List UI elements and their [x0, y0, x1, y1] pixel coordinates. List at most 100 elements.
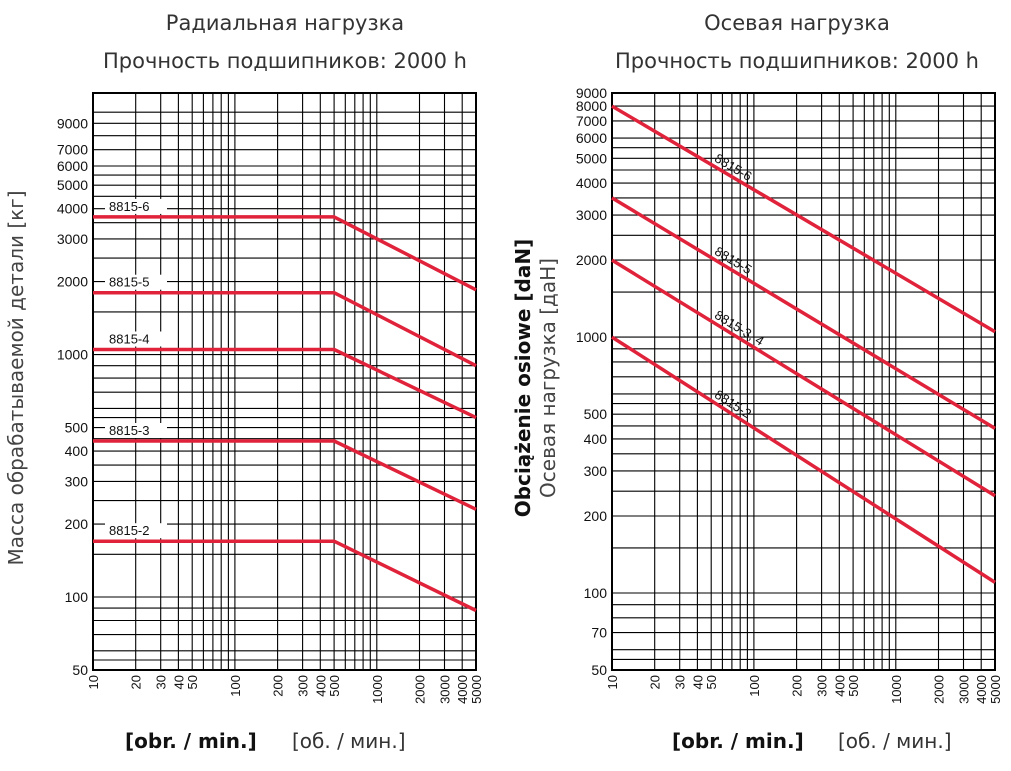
radial-series-line [93, 347, 477, 420]
axial-y-axis-label-bold: Obciążenie osiowe [daN] [511, 239, 535, 517]
axial-series-line [611, 258, 996, 498]
axial-y-tick-label: 70 [591, 625, 607, 641]
axial-x-tick-label: 30 [673, 675, 688, 689]
axial-chart-subtitle: Прочность подшипников: 2000 h [615, 49, 979, 73]
axial-y-tick-label: 5000 [576, 150, 607, 166]
radial-y-tick-label: 6000 [57, 158, 88, 174]
radial-chart-title: Радиальная нагрузка [166, 11, 404, 35]
axial-grid [611, 92, 996, 671]
radial-series-line [93, 539, 477, 613]
axial-x-tick-label: 3000 [957, 675, 972, 704]
axial-plot-frame [611, 92, 996, 671]
axial-y-axis-label-thin: Осевая нагрузка [даН] [536, 258, 560, 498]
radial-x-tick-label: 300 [296, 675, 311, 697]
axial-y-tick-label: 100 [584, 585, 608, 601]
axial-series-lines [611, 104, 996, 584]
radial-y-tick-label: 1000 [57, 347, 88, 363]
radial-series-line [93, 215, 477, 292]
radial-series-label: 8815-4 [109, 332, 149, 347]
radial-series-label: 8815-6 [109, 199, 149, 214]
axial-x-tick-label: 20 [648, 675, 663, 689]
radial-y-tick-label: 2000 [57, 274, 88, 290]
radial-y-tick-label: 50 [72, 662, 88, 678]
axial-x-tick-label: 2000 [932, 675, 947, 704]
radial-x-axis-label-bold: [obr. / min.] [125, 729, 257, 753]
radial-plot-frame [92, 92, 477, 671]
radial-series-labels: 8815-6 8815-5 8815-4 8815-3 8815-2 [105, 198, 167, 539]
axial-x-axis-label-bold: [obr. / min.] [672, 729, 804, 753]
radial-x-tick-label: 100 [228, 675, 243, 697]
axial-y-tick-label: 4000 [576, 175, 607, 191]
axial-x-tick-label: 200 [790, 675, 805, 697]
axial-y-tick-label: 200 [584, 508, 608, 524]
axial-y-axis-label: Obciążenie osiowe [daN] [511, 239, 535, 517]
radial-y-tick-labels: 50 100 200 300 400 500 1000 2000 3000 4000 5000 600… [57, 115, 88, 678]
axial-load-chart: Осевая нагрузка Прочность подшипников: 2… [511, 11, 1003, 753]
radial-x-tick-label: 200 [271, 675, 286, 697]
radial-series-label-bg [105, 331, 167, 347]
axial-y-tick-label: 1000 [576, 329, 607, 345]
radial-series-line [93, 439, 477, 511]
axial-y-tick-label: 6000 [576, 130, 607, 146]
axial-y-tick-label: 8000 [576, 98, 607, 114]
radial-y-tick-label: 7000 [57, 142, 88, 158]
radial-y-tick-label: 200 [65, 516, 89, 532]
axial-y-tick-label: 300 [584, 463, 608, 479]
radial-series-label: 8815-5 [109, 275, 149, 290]
axial-x-tick-label: 100 [747, 675, 762, 697]
radial-y-tick-label: 4000 [57, 201, 88, 217]
radial-x-tick-label: 30 [154, 675, 169, 689]
axial-x-tick-label: 50 [704, 675, 719, 689]
radial-y-axis-label: Масса обрабатываемой детали [кг] [4, 190, 28, 565]
radial-x-tick-label: 3000 [438, 675, 453, 704]
radial-x-tick-label: 5000 [469, 675, 484, 704]
radial-x-tick-label: 40 [171, 675, 186, 689]
radial-series-label-bg [105, 274, 167, 290]
axial-x-tick-label: 4000 [974, 675, 989, 704]
axial-series-line [611, 104, 996, 334]
axial-x-axis-label-thin: [об. / мин.] [838, 729, 952, 753]
axial-y-tick-label: 3000 [576, 207, 607, 223]
axial-x-tick-label: 300 [815, 675, 830, 697]
radial-series-label: 8815-2 [109, 523, 149, 538]
radial-x-tick-label: 1000 [370, 675, 385, 704]
axial-y-tick-label: 500 [584, 406, 608, 422]
radial-x-tick-label: 20 [129, 675, 144, 689]
radial-y-tick-label: 5000 [57, 177, 88, 193]
radial-x-axis-label-thin: [об. / мин.] [292, 729, 406, 753]
radial-x-tick-label: 4000 [455, 675, 470, 704]
radial-series-label: 8815-3 [109, 423, 149, 438]
radial-series-line [93, 290, 477, 368]
radial-y-tick-label: 300 [65, 473, 89, 489]
axial-series-line [611, 335, 996, 584]
radial-series-lines [93, 215, 477, 613]
radial-chart-subtitle: Прочность подшипников: 2000 h [103, 49, 467, 73]
axial-x-tick-label: 1000 [889, 675, 904, 704]
axial-x-tick-label: 400 [832, 675, 847, 697]
axial-y-tick-label: 400 [584, 431, 608, 447]
axial-y-tick-label: 2000 [576, 252, 607, 268]
radial-series-label-bg [105, 423, 167, 438]
axial-series-line [611, 196, 996, 430]
axial-y-tick-label: 9000 [576, 85, 607, 101]
axial-y-tick-label: 7000 [576, 113, 607, 129]
radial-x-tick-label: 2000 [413, 675, 428, 704]
radial-y-tick-label: 500 [65, 420, 89, 436]
radial-x-tick-label: 400 [313, 675, 328, 697]
axial-y-tick-label: 50 [591, 662, 607, 678]
axial-x-tick-label: 40 [690, 675, 705, 689]
radial-x-tick-label: 50 [185, 675, 200, 689]
radial-x-tick-label: 10 [86, 675, 101, 689]
axial-chart-title: Осевая нагрузка [704, 11, 890, 35]
radial-grid [92, 92, 477, 671]
radial-series-label-bg [105, 523, 167, 539]
axial-x-tick-label: 10 [605, 675, 620, 689]
axial-x-tick-label: 5000 [988, 675, 1003, 704]
radial-x-tick-label: 500 [327, 675, 342, 697]
radial-y-tick-label: 3000 [57, 231, 88, 247]
radial-y-tick-label: 100 [65, 589, 89, 605]
radial-series-label-bg [105, 198, 167, 214]
